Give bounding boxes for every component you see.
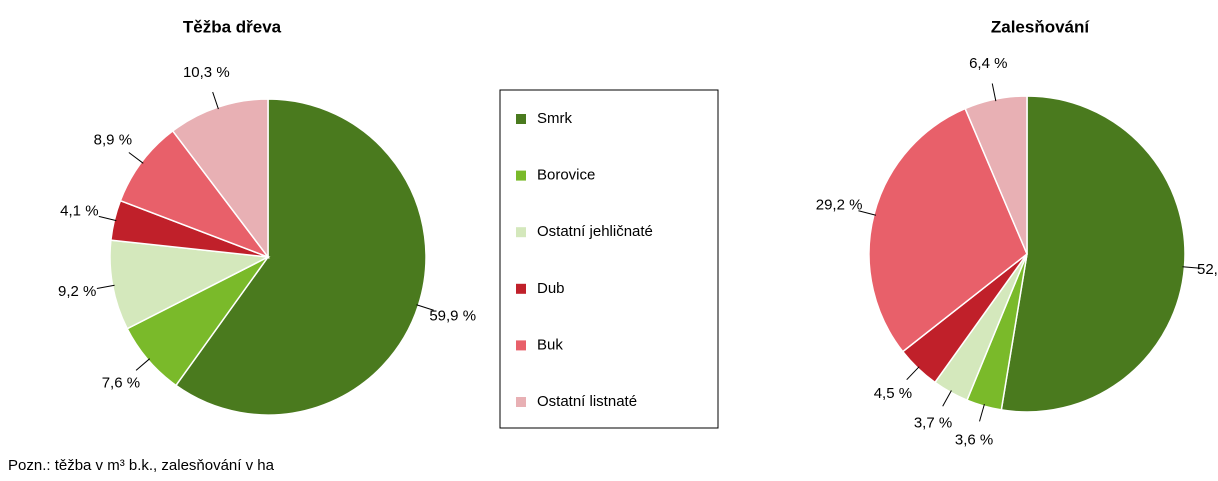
leader-line	[416, 304, 434, 311]
legend-swatch	[516, 283, 526, 294]
legend-swatch	[516, 340, 526, 351]
leader-line	[1182, 266, 1201, 269]
data-label: 3,7 %	[914, 415, 952, 432]
leader-line	[906, 366, 920, 381]
leader-line	[96, 284, 115, 290]
leader-line	[98, 215, 117, 222]
data-label: 3,6 %	[955, 432, 993, 449]
leader-line	[979, 403, 985, 422]
legend-label: Borovice	[537, 167, 595, 184]
legend-swatch	[516, 114, 526, 124]
data-label: 6,4 %	[969, 55, 1007, 72]
legend-label: Ostatní jehličnaté	[537, 223, 653, 240]
chart-title: Zalesňování	[991, 17, 1091, 36]
data-label: 59,9 %	[429, 307, 476, 324]
leader-line	[212, 91, 219, 110]
legend-swatch	[516, 170, 526, 181]
data-label: 9,2 %	[58, 283, 96, 300]
pie-slice	[1000, 95, 1186, 413]
chart-title: Těžba dřeva	[183, 17, 282, 36]
legend-label: Ostatní listnaté	[537, 393, 637, 410]
data-label: 7,6 %	[102, 374, 140, 391]
data-label: 8,9 %	[94, 131, 132, 148]
data-label: 4,5 %	[874, 385, 912, 402]
data-label: 10,3 %	[183, 64, 230, 81]
legend-swatch	[516, 227, 526, 238]
data-label: 4,1 %	[60, 203, 98, 220]
leader-line	[135, 358, 151, 371]
leader-line	[128, 152, 144, 164]
data-label: 29,2 %	[816, 197, 863, 214]
data-label: 52,6 %	[1197, 261, 1218, 278]
legend-label: Dub	[537, 280, 565, 297]
legend-label: Smrk	[537, 110, 572, 127]
legend-label: Buk	[537, 336, 563, 353]
note: Pozn.: těžba v m³ b.k., zalesňování v ha	[8, 457, 275, 474]
leader-line	[991, 83, 997, 102]
leader-line	[858, 210, 877, 216]
legend-box	[499, 89, 719, 429]
legend-swatch	[516, 397, 526, 407]
leader-line	[942, 390, 952, 407]
